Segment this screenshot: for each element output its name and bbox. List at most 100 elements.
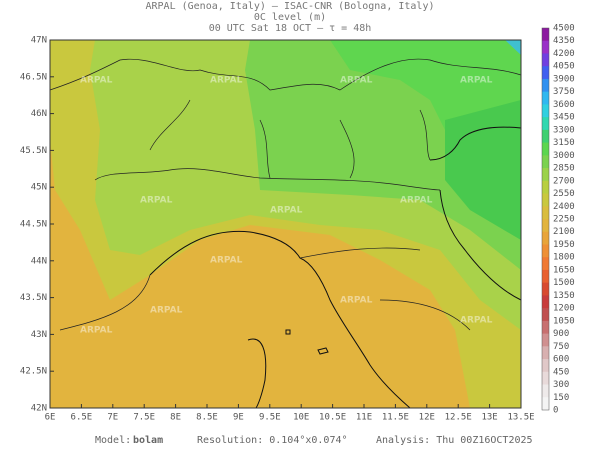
colorbar-frame — [541, 27, 550, 411]
borders — [49, 58, 522, 331]
colorbar-cell — [542, 193, 549, 207]
colorbar-label: 750 — [553, 342, 569, 352]
colorbar-cell — [542, 282, 549, 296]
colorbar-cell — [542, 180, 549, 195]
lon-label: 9.5E — [259, 413, 281, 423]
lat-label: 46N — [31, 109, 47, 119]
watermark: ARPAL — [270, 206, 303, 216]
coastlines — [149, 126, 522, 409]
watermark: ARPAL — [150, 306, 183, 316]
colorbar-cell — [542, 244, 549, 258]
lon-label: 12.5E — [445, 413, 472, 423]
colorbar-cell — [542, 28, 549, 42]
colorbar-cell — [542, 53, 549, 67]
colorbar-label: 1050 — [553, 316, 575, 326]
header-line: ARPAL (Genoa, Italy) – ISAC-CNR (Bologna… — [146, 1, 435, 12]
colorbar-cell — [542, 142, 549, 156]
lat-label: 44N — [31, 256, 47, 266]
lon-label: 12E — [419, 413, 435, 423]
colorbar-cell — [542, 269, 549, 284]
colorbar-label: 3750 — [553, 87, 575, 97]
colorbar-cell — [542, 384, 549, 398]
colorbar-cell — [542, 257, 549, 271]
colorbar-cell — [542, 155, 549, 169]
watermarks: ARPAL ARPAL ARPAL ARPAL ARPAL ARPAL ARPAL ARPAL… — [80, 76, 493, 336]
watermark: ARPAL — [80, 326, 113, 336]
colorbar-label: 4200 — [553, 49, 575, 59]
colorbar-label: 900 — [553, 329, 569, 339]
footer-model: bolam — [133, 435, 163, 446]
lon-label: 13.5E — [507, 413, 534, 423]
colorbar-label: 1950 — [553, 240, 575, 250]
watermark: ARPAL — [80, 76, 113, 86]
colorbar-label: 2250 — [553, 215, 575, 225]
colorbar-cell — [542, 346, 549, 360]
colorbar-cell — [542, 117, 549, 131]
lat-label: 43.5N — [20, 293, 47, 303]
colorbar-cell — [542, 129, 549, 144]
lat-label: 42N — [31, 404, 47, 414]
axes: 47N 46.5N 46N 45.5N 45N 44.5N 44N 43.5N 43N 42.5N… — [20, 36, 535, 423]
colorbar-label: 1500 — [553, 278, 575, 288]
field-darkgreen — [445, 100, 521, 240]
lon-label: 8.5E — [196, 413, 218, 423]
watermark: ARPAL — [340, 76, 373, 86]
lon-label: 10E — [293, 413, 309, 423]
colorbar-cell — [542, 333, 549, 347]
colorbar-label: 3600 — [553, 100, 575, 110]
colorbar-cell — [542, 359, 549, 373]
lon-label: 10.5E — [319, 413, 346, 423]
colorbar-label: 300 — [553, 380, 569, 390]
lon-label: 11.5E — [382, 413, 409, 423]
map-field — [49, 40, 522, 409]
lat-label: 43N — [31, 330, 47, 340]
colorbar-label: 1200 — [553, 304, 575, 314]
lon-label: 11E — [356, 413, 372, 423]
lon-label: 9E — [233, 413, 244, 423]
colorbar: 4500435042004050390037503600345033003150… — [541, 24, 575, 416]
colorbar-cell — [542, 397, 549, 411]
colorbar-label: 450 — [553, 367, 569, 377]
colorbar-label: 2850 — [553, 164, 575, 174]
colorbar-cell — [542, 104, 549, 118]
colorbar-cell — [542, 320, 549, 335]
footer-resolution: Resolution: 0.104°x0.074° — [197, 435, 348, 446]
colorbar-cell — [542, 91, 549, 105]
colorbar-label: 4500 — [553, 24, 575, 34]
colorbar-label: 1800 — [553, 253, 575, 263]
colorbar-label: 150 — [553, 393, 569, 403]
colorbar-label: 1350 — [553, 291, 575, 301]
colorbar-label: 2400 — [553, 202, 575, 212]
colorbar-cell — [542, 219, 549, 233]
colorbar-label: 1650 — [553, 265, 575, 275]
colorbar-label: 3450 — [553, 113, 575, 123]
colorbar-cell — [542, 231, 549, 245]
lat-label: 46.5N — [20, 72, 47, 82]
colorbar-label: 2100 — [553, 227, 575, 237]
colorbar-label: 3000 — [553, 151, 575, 161]
colorbar-label: 600 — [553, 355, 569, 365]
colorbar-cell — [542, 78, 549, 93]
lat-label: 44.5N — [20, 220, 47, 230]
colorbar-cell — [542, 66, 549, 80]
lat-label: 45.5N — [20, 146, 47, 156]
watermark: ARPAL — [210, 256, 243, 266]
lat-label: 47N — [31, 36, 47, 46]
lat-label: 45N — [31, 183, 47, 193]
colorbar-cell — [542, 206, 549, 220]
colorbar-label: 4350 — [553, 36, 575, 46]
lat-label: 42.5N — [20, 367, 47, 377]
colorbar-label: 4050 — [553, 62, 575, 72]
lon-label: 6.5E — [71, 413, 93, 423]
watermark: ARPAL — [210, 76, 243, 86]
field-cyan — [505, 40, 521, 55]
header-line: 00 UTC Sat 18 OCT – τ = 48h — [209, 23, 372, 34]
lon-label: 13E — [481, 413, 497, 423]
colorbar-label: 3150 — [553, 138, 575, 148]
colorbar-cell — [542, 40, 549, 54]
colorbar-label: 3900 — [553, 74, 575, 84]
colorbar-cell — [542, 295, 549, 309]
footer-model-label: Model: — [95, 435, 131, 446]
watermark: ARPAL — [400, 196, 433, 206]
